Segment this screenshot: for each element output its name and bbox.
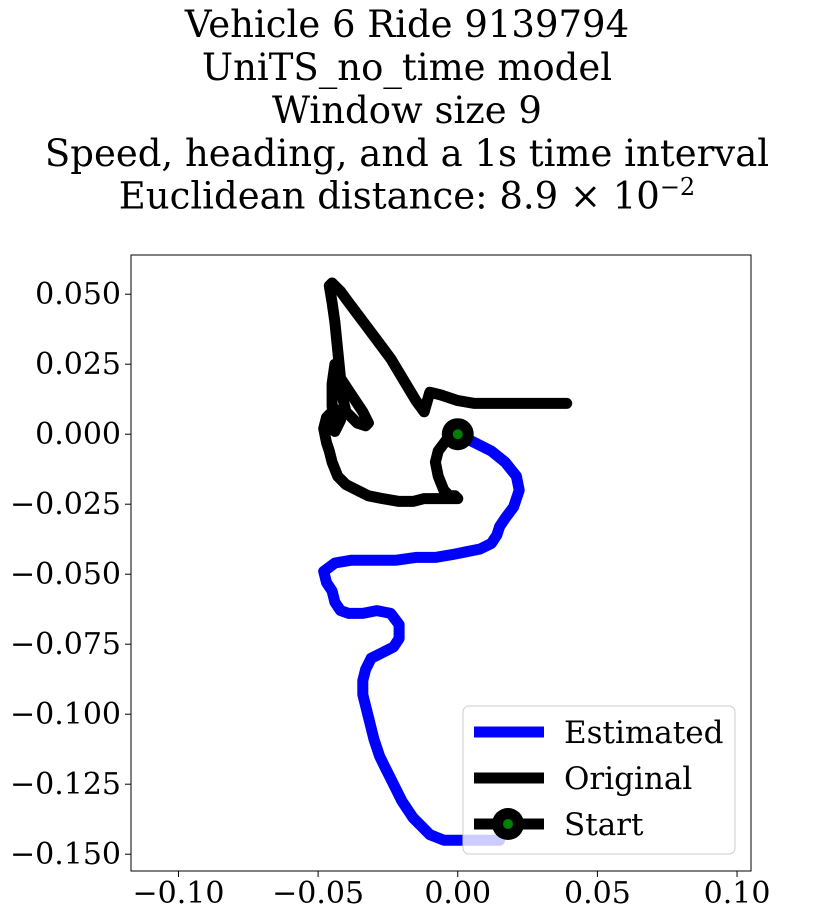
y-axis: 0.050 0.025 0.000 −0.025 −0.050 −0.075 −0.100 −… [10, 277, 131, 872]
distance-label: Euclidean distance: 8.9 × 10 [118, 174, 660, 218]
y-tick-label: 0.050 [35, 277, 121, 312]
y-tick-label: −0.025 [10, 487, 121, 522]
legend-start-marker-inner [503, 819, 513, 829]
x-tick-label: 0.10 [704, 876, 771, 911]
series-estimated-line [318, 428, 525, 846]
legend-box [462, 705, 736, 855]
x-tick-label: −0.05 [272, 876, 364, 911]
legend-estimated-label: Estimated [564, 715, 723, 751]
series-original-line [318, 277, 573, 507]
y-tick-label: −0.075 [10, 627, 121, 662]
legend: Estimated Original Start [462, 705, 736, 855]
chart-title-line-3: Window size 9 [272, 89, 542, 132]
x-tick-label: 0.05 [564, 876, 631, 911]
x-axis: −0.10 −0.05 0.00 0.05 0.10 [133, 871, 771, 911]
chart-title-line-1: Vehicle 6 Ride 9139794 [184, 3, 630, 46]
distance-exponent: −2 [659, 173, 696, 201]
chart-title-line-5: Euclidean distance: 8.9 × 10−2 [0, 175, 814, 214]
chart-title-line-2: UniTS_no_time model [201, 46, 613, 89]
chart-title-line-4: Speed, heading, and a 1s time interval [44, 132, 770, 175]
start-marker-inner [452, 429, 463, 440]
legend-original-label: Original [564, 761, 692, 797]
series-layer [318, 277, 573, 846]
y-tick-label: 0.025 [35, 347, 121, 382]
plot-frame [130, 254, 752, 872]
y-tick-label: −0.125 [10, 767, 121, 802]
x-tick-label: 0.00 [424, 876, 491, 911]
x-tick-label: −0.10 [133, 876, 225, 911]
legend-start-label: Start [564, 807, 644, 843]
y-tick-label: −0.100 [10, 697, 121, 732]
y-tick-label: −0.050 [10, 557, 121, 592]
y-tick-label: 0.000 [35, 417, 121, 452]
y-tick-label: −0.150 [10, 837, 121, 872]
